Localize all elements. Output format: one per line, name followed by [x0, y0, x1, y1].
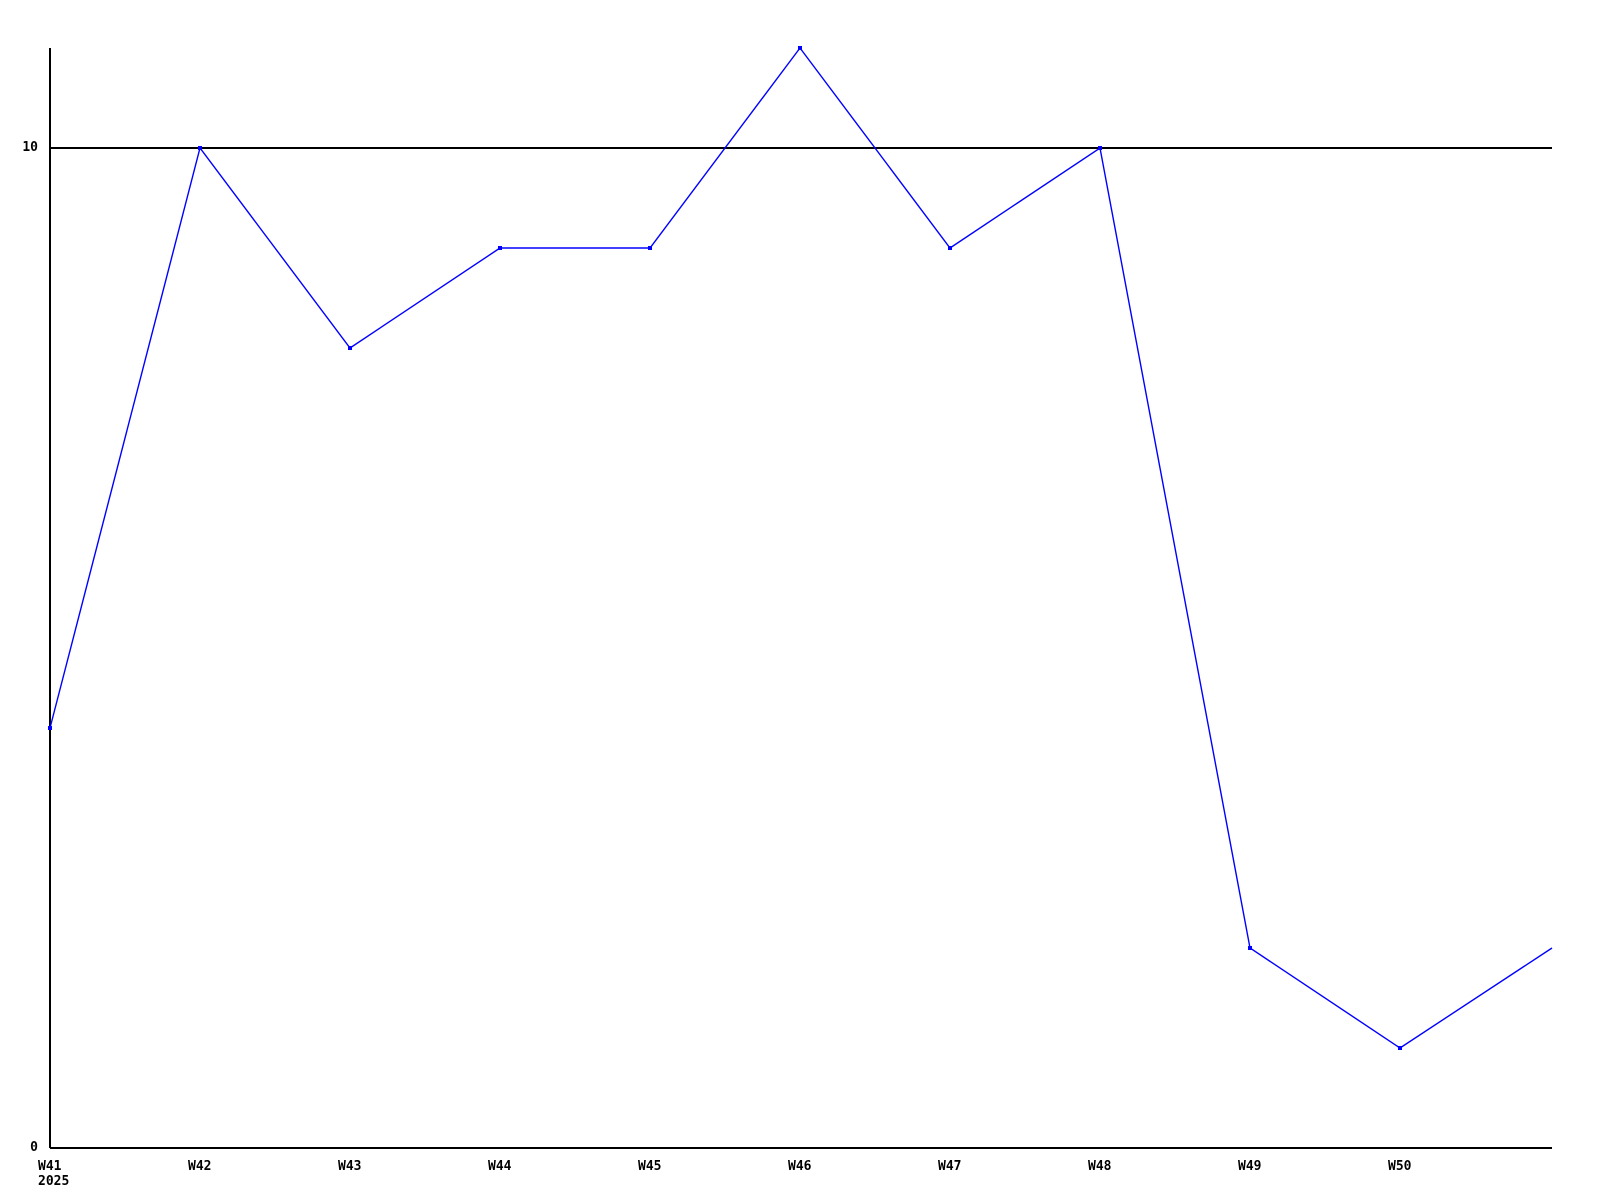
data-point-W47 — [948, 246, 952, 250]
x-tick-week: W45 — [638, 1159, 662, 1174]
data-point-W48 — [1098, 146, 1102, 150]
x-tick-label-W44: W44 — [488, 1159, 511, 1174]
data-series-group — [49, 46, 1553, 1049]
x-tick-label-W49: W49 — [1238, 1159, 1261, 1174]
x-tick-week: W41 — [38, 1159, 62, 1174]
series-line-series-1 — [49, 46, 1553, 1049]
axes-group — [49, 48, 1552, 1149]
x-tick-week: W48 — [1088, 1159, 1112, 1174]
data-point-W49 — [1248, 946, 1252, 950]
x-tick-label-W45: W45 — [638, 1159, 661, 1174]
x-tick-week: W43 — [338, 1159, 362, 1174]
x-tick-week: W50 — [1388, 1159, 1412, 1174]
x-tick-year: 2025 — [38, 1174, 70, 1189]
data-point-W45 — [648, 246, 652, 250]
x-tick-label-W42: W42 — [188, 1159, 211, 1174]
data-point-W44 — [498, 246, 502, 250]
x-tick-label-W41: W41 2025 — [38, 1159, 69, 1189]
x-tick-label-W47: W47 — [938, 1159, 961, 1174]
x-tick-week: W49 — [1238, 1159, 1262, 1174]
x-tick-week: W46 — [788, 1159, 812, 1174]
data-point-W46 — [798, 46, 802, 50]
data-point-W41 — [48, 726, 52, 730]
data-markers-group — [48, 46, 1402, 1050]
y-tick-label-10: 10 — [22, 140, 38, 155]
x-tick-label-W50: W50 — [1388, 1159, 1411, 1174]
x-tick-label-W46: W46 — [788, 1159, 811, 1174]
x-tick-label-W43: W43 — [338, 1159, 361, 1174]
x-tick-label-W48: W48 — [1088, 1159, 1111, 1174]
data-point-W50 — [1398, 1046, 1402, 1050]
data-point-W43 — [348, 346, 352, 350]
x-tick-week: W44 — [488, 1159, 512, 1174]
y-tick-label-0: 0 — [30, 1140, 38, 1155]
data-point-W42 — [198, 146, 202, 150]
x-tick-week: W47 — [938, 1159, 962, 1174]
x-tick-week: W42 — [188, 1159, 212, 1174]
